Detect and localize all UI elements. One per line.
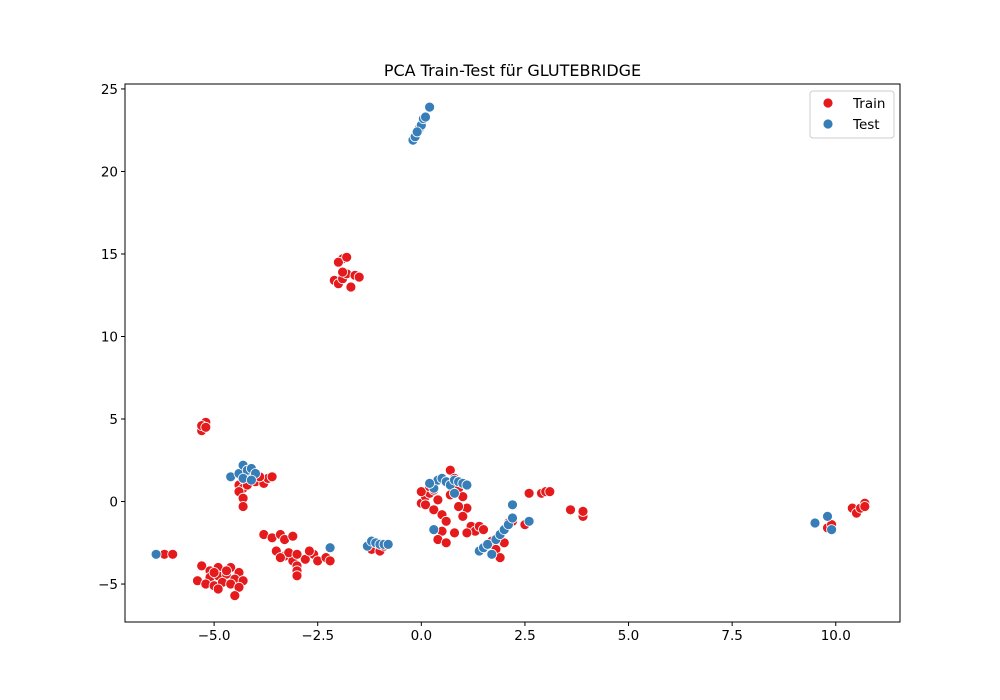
train-point: [415, 486, 427, 498]
train-point: [229, 590, 241, 601]
x-tick-label: 0.0: [411, 628, 432, 644]
test-point: [507, 512, 518, 524]
y-tick-label: 0: [109, 495, 118, 511]
y-tick-label: 25: [101, 82, 118, 98]
test-point: [411, 126, 423, 138]
train-point: [274, 552, 286, 563]
train-point: [332, 256, 344, 268]
test-point: [245, 474, 257, 486]
x-tick-label: 10.0: [821, 628, 851, 644]
train-point: [208, 567, 220, 578]
test-point: [822, 511, 833, 522]
train-point: [337, 266, 349, 278]
train-point: [457, 511, 469, 522]
train-point: [291, 570, 303, 582]
train-point: [212, 583, 224, 595]
train-point: [353, 271, 365, 283]
test-point: [428, 524, 440, 535]
test-point: [507, 499, 518, 511]
train-point: [859, 501, 871, 512]
y-tick-label: −5: [98, 577, 118, 593]
train-point: [428, 504, 440, 516]
test-point: [826, 524, 837, 535]
y-axis: −5 0 5 10 15 20 25: [98, 82, 125, 593]
x-tick-label: 7.5: [721, 628, 742, 644]
train-point: [478, 524, 489, 535]
x-axis: −5.0 −2.5 0.0 2.5 5.0 7.5 10.0: [198, 622, 851, 644]
train-point: [237, 501, 249, 512]
chart-title: PCA Train-Test für GLUTEBRIDGE: [384, 61, 641, 80]
test-point: [449, 487, 460, 499]
train-point: [432, 494, 444, 506]
train-point: [440, 515, 452, 527]
plot-area-frame: [124, 83, 901, 623]
train-point: [303, 545, 315, 557]
legend-label-test: Test: [852, 117, 880, 133]
train-point: [196, 560, 208, 572]
train-point: [420, 499, 431, 511]
train-point: [461, 527, 473, 539]
test-point: [482, 539, 494, 550]
train-point: [221, 565, 232, 577]
series-train: [158, 251, 871, 601]
train-point: [291, 548, 303, 560]
train-point: [577, 505, 589, 517]
x-tick-label: −5.0: [198, 628, 231, 644]
test-point: [809, 517, 821, 529]
test-point: [461, 479, 473, 491]
train-point: [287, 530, 299, 542]
train-point: [565, 504, 576, 516]
legend-label-train: Train: [852, 96, 885, 112]
x-tick-label: 5.0: [618, 628, 639, 644]
points-layer: [150, 101, 871, 601]
legend-marker-test: [822, 118, 834, 130]
train-point: [440, 537, 452, 549]
test-point: [324, 542, 336, 554]
test-point: [382, 539, 394, 550]
legend: Train Test: [809, 90, 895, 139]
train-point: [449, 527, 460, 539]
y-tick-label: 10: [101, 329, 118, 345]
y-tick-label: 20: [101, 164, 118, 180]
x-tick-label: 2.5: [514, 628, 535, 644]
legend-marker-train: [822, 97, 834, 109]
train-point: [324, 555, 336, 567]
y-tick-label: 5: [109, 412, 118, 428]
train-point: [544, 486, 556, 498]
train-point: [453, 501, 465, 512]
test-point: [424, 477, 436, 489]
test-point: [420, 111, 431, 123]
y-tick-label: 15: [101, 247, 118, 263]
test-point: [486, 548, 498, 560]
x-tick-label: −2.5: [301, 628, 334, 644]
test-point: [523, 515, 535, 527]
train-point: [345, 281, 357, 293]
train-point: [200, 421, 212, 433]
train-point: [341, 251, 353, 263]
train-point: [523, 487, 535, 499]
train-point: [266, 471, 278, 483]
test-point: [150, 548, 162, 560]
test-point: [424, 101, 436, 113]
train-point: [167, 548, 179, 560]
series-test: [150, 101, 837, 560]
